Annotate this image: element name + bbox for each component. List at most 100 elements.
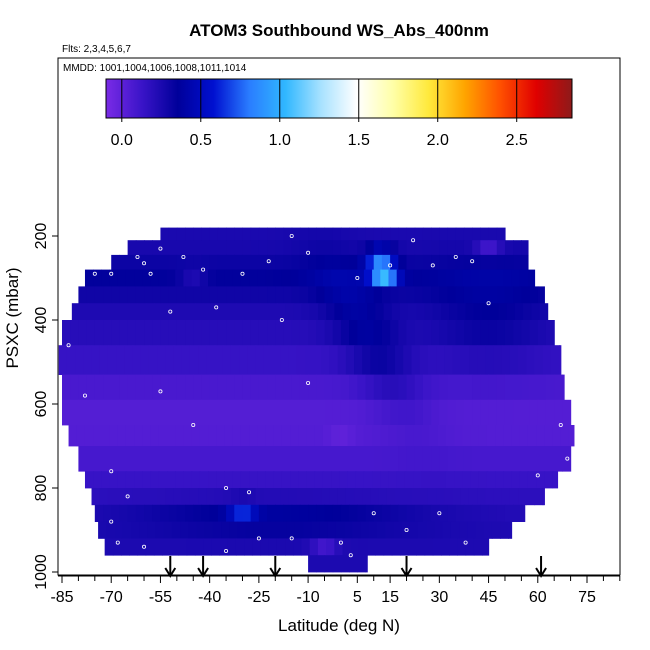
heatmap-cell	[365, 504, 375, 522]
heatmap-cell	[96, 303, 106, 321]
heatmap-cell	[127, 446, 137, 472]
heatmap-cell	[381, 374, 391, 401]
heatmap-cell	[368, 521, 378, 539]
heatmap-cell	[332, 374, 342, 401]
heatmap-cell	[365, 555, 368, 573]
heatmap-cell	[230, 488, 240, 506]
heatmap-cell	[390, 320, 399, 346]
heatmap-cell	[222, 488, 232, 506]
flight-marker-arrow-head	[400, 567, 413, 578]
heatmap-cell	[431, 320, 440, 346]
heatmap-cell	[101, 425, 111, 447]
sample-point	[289, 536, 294, 541]
heatmap-cell	[142, 425, 152, 447]
heatmap-cell	[439, 399, 449, 426]
sample-point	[388, 263, 393, 268]
heatmap-cell	[414, 286, 424, 304]
heatmap-cell	[116, 345, 125, 375]
heatmap-cell	[355, 471, 365, 489]
heatmap-cell	[480, 374, 490, 401]
heatmap-cell	[214, 345, 224, 375]
heatmap-cell	[560, 425, 570, 447]
heatmap-cell	[362, 345, 372, 375]
heatmap-cell	[308, 555, 317, 573]
heatmap-cell	[373, 286, 383, 304]
heatmap-cell	[447, 320, 457, 346]
heatmap-cell	[357, 286, 367, 304]
heatmap-cell	[160, 254, 170, 270]
sample-point	[404, 528, 409, 533]
heatmap-cell	[399, 538, 409, 556]
heatmap-cell	[373, 504, 383, 522]
heatmap-cell	[462, 269, 472, 287]
heatmap-cell	[267, 286, 276, 304]
heatmap-cell	[496, 374, 506, 401]
heatmap-cell	[470, 471, 480, 489]
heatmap-cell	[203, 538, 212, 556]
heatmap-cell	[217, 374, 227, 401]
x-tick-label: -10	[297, 589, 320, 606]
heatmap-cell	[314, 471, 324, 489]
heatmap-cell	[445, 471, 455, 489]
heatmap-cell	[288, 488, 298, 506]
heatmap-cell	[216, 471, 226, 489]
heatmap-cell	[477, 488, 486, 506]
heatmap-cell	[242, 320, 252, 346]
heatmap-cell	[298, 425, 308, 447]
heatmap-cell	[273, 471, 283, 489]
heatmap-cell	[290, 471, 299, 489]
heatmap-cell	[162, 538, 171, 556]
heatmap-cell	[411, 488, 421, 506]
heatmap-cell	[193, 374, 203, 401]
colorbar-tick-label: 0.5	[190, 132, 212, 149]
heatmap-cell	[111, 504, 121, 522]
heatmap-cell	[139, 521, 148, 539]
heatmap-cell	[227, 538, 237, 556]
heatmap-cell	[554, 374, 563, 401]
heatmap-cell	[127, 504, 137, 522]
heatmap-cell	[332, 504, 342, 522]
heatmap-cell	[478, 269, 488, 287]
heatmap-cell	[357, 555, 367, 573]
heatmap-cell	[465, 538, 475, 556]
heatmap-cell	[559, 345, 562, 375]
heatmap-cell	[372, 425, 381, 447]
heatmap-cell	[152, 504, 162, 522]
heatmap-cell	[240, 425, 250, 447]
heatmap-cell	[119, 286, 129, 304]
heatmap-cell	[347, 425, 357, 447]
heatmap-cell	[308, 254, 317, 270]
heatmap-cell	[367, 538, 376, 556]
heatmap-cell	[508, 521, 513, 539]
heatmap-cell	[380, 425, 390, 447]
heatmap-cell	[135, 399, 145, 426]
heatmap-cell	[235, 538, 245, 556]
heatmap-cell	[554, 399, 563, 426]
heatmap-cell	[513, 374, 522, 401]
heatmap-cell	[488, 399, 498, 426]
heatmap-cell	[250, 399, 260, 426]
heatmap-cell	[321, 488, 331, 506]
heatmap-cell	[209, 446, 219, 472]
heatmap-cell	[308, 286, 317, 304]
heatmap-cell	[186, 538, 196, 556]
heatmap-cell	[440, 303, 450, 321]
heatmap-cell	[258, 254, 268, 270]
heatmap-cell	[152, 320, 162, 346]
heatmap-cell	[291, 240, 301, 256]
heatmap-cell	[160, 227, 170, 241]
colorbar: 0.0 0.5 1.0 1.5 2.0 2.5	[105, 78, 573, 149]
heatmap-cell	[406, 286, 416, 304]
heatmap-cell	[242, 504, 252, 522]
heatmap-cell	[185, 504, 194, 522]
heatmap-cell	[385, 521, 394, 539]
heatmap-cell	[357, 320, 367, 346]
heatmap-cell	[529, 286, 539, 304]
heatmap-cell	[260, 303, 270, 321]
heatmap-cell	[185, 240, 194, 256]
x-tick-label: -40	[198, 589, 221, 606]
heatmap-cell	[122, 521, 132, 539]
heatmap-cell	[422, 227, 432, 241]
heatmap-cell	[275, 446, 285, 472]
